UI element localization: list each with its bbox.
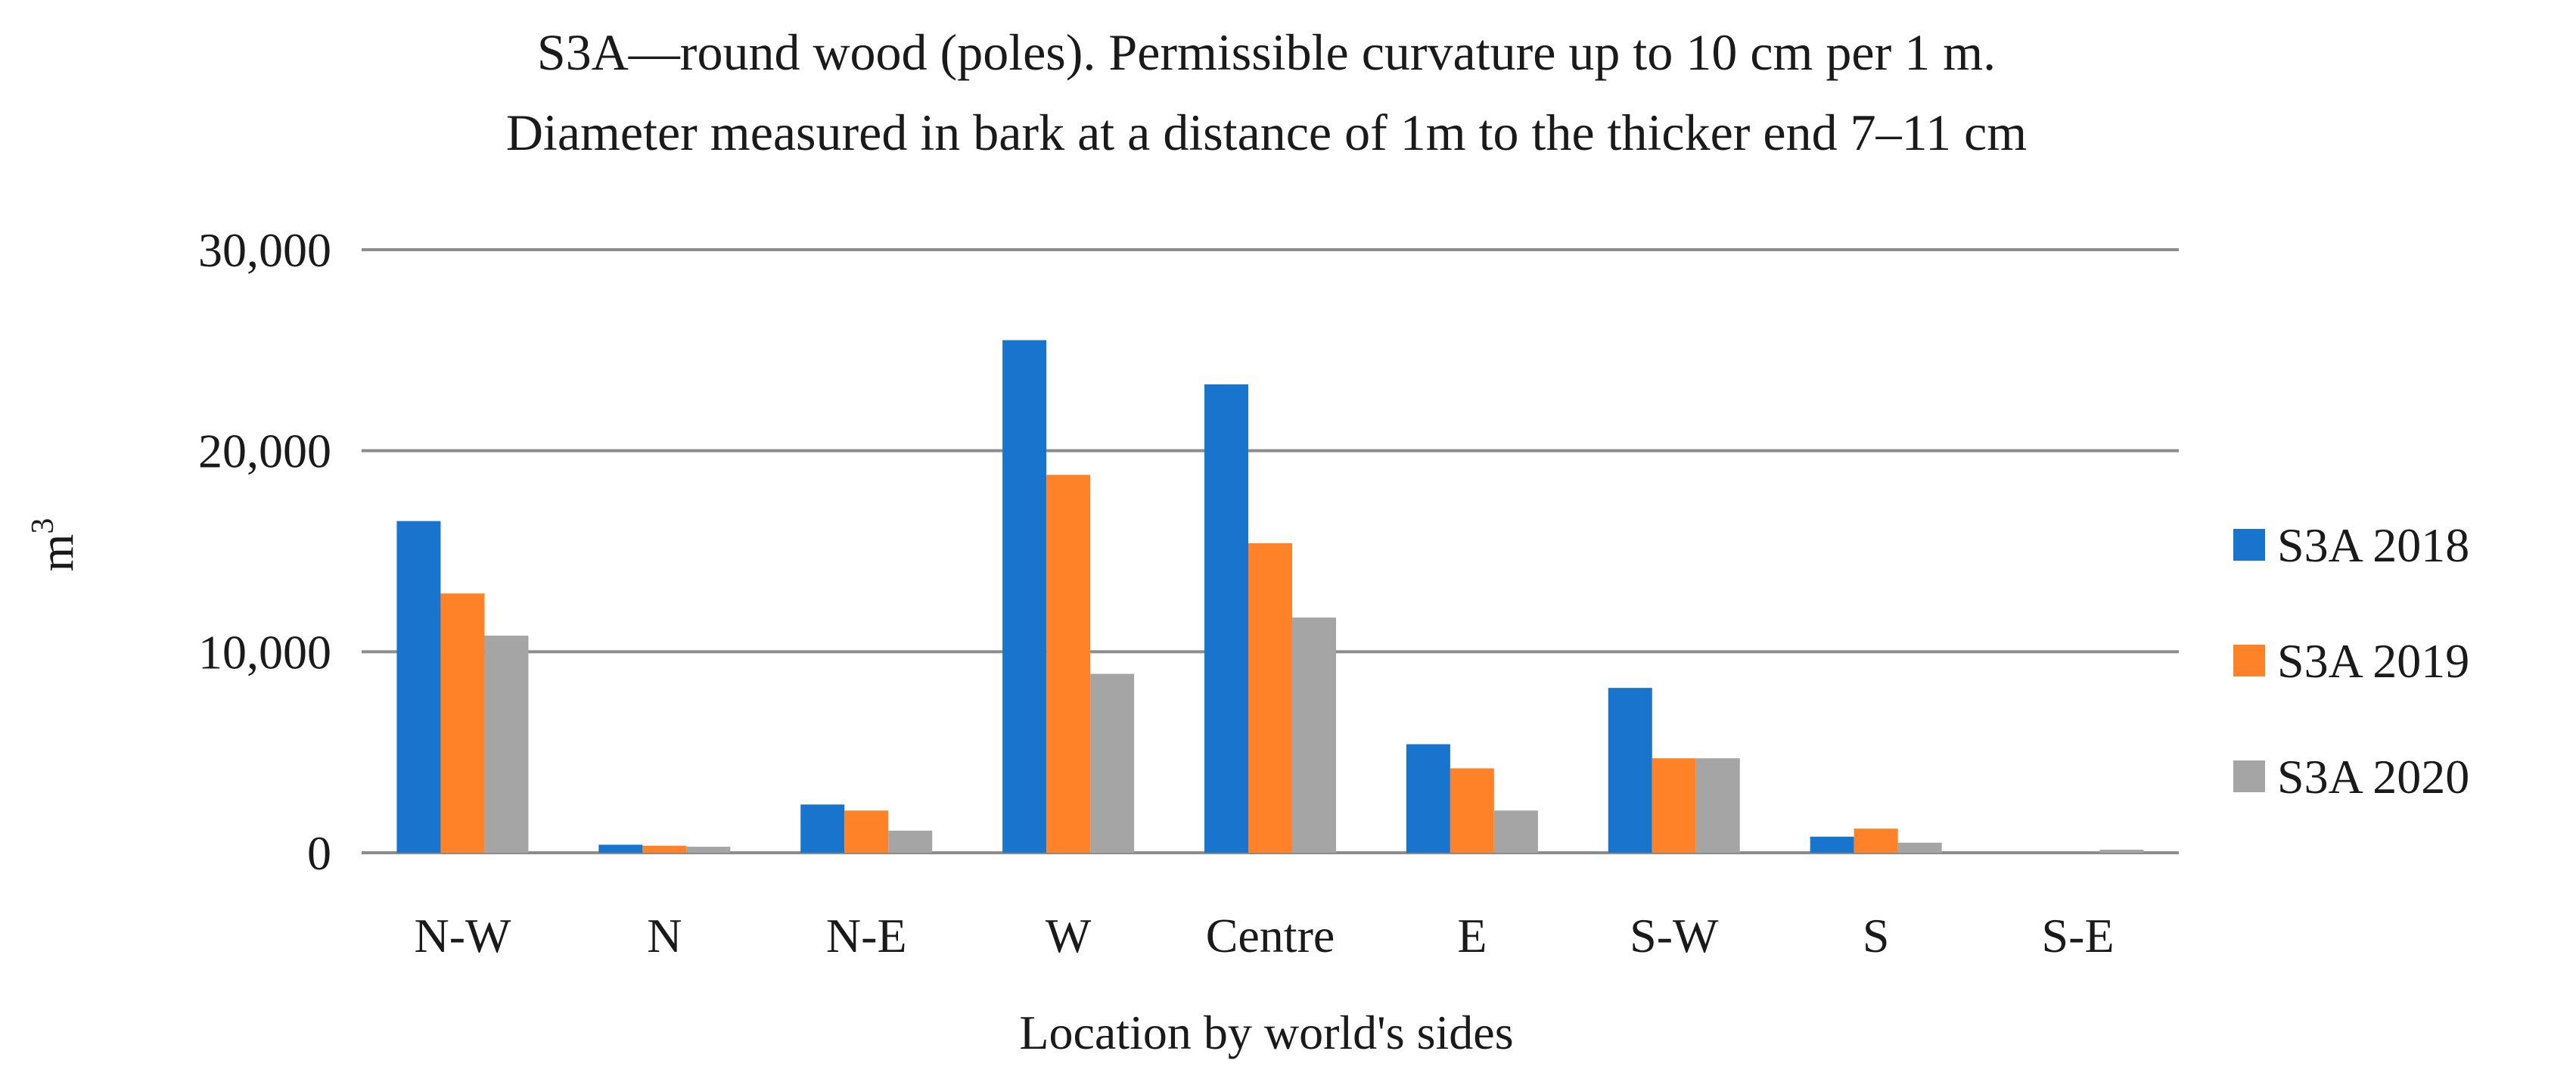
x-tick-label: W xyxy=(1046,909,1092,962)
bars xyxy=(396,340,2144,853)
bar xyxy=(2099,850,2144,853)
y-axis-ticks: 0 10,000 20,000 30,000 xyxy=(198,223,331,880)
chart-title: S3A—round wood (poles). Permissible curv… xyxy=(537,23,1996,81)
bar xyxy=(1652,758,1696,853)
bar xyxy=(1854,829,1898,853)
y-tick-label: 20,000 xyxy=(198,424,331,478)
legend-swatch xyxy=(2233,645,2265,676)
y-axis-title: m3 xyxy=(26,518,83,572)
y-axis-title-base: m xyxy=(30,534,83,572)
x-tick-label: N xyxy=(647,909,682,962)
bar xyxy=(1406,744,1450,853)
bar xyxy=(1450,768,1494,853)
bar xyxy=(1204,384,1248,853)
legend-label: S3A 2020 xyxy=(2277,750,2469,804)
bar xyxy=(686,847,731,853)
legend-label: S3A 2019 xyxy=(2277,634,2469,688)
bar xyxy=(642,845,687,853)
bar xyxy=(598,844,643,853)
y-tick-label: 0 xyxy=(307,826,331,880)
legend: S3A 2018 S3A 2019 S3A 2020 xyxy=(2233,518,2469,804)
legend-label: S3A 2018 xyxy=(2277,518,2469,572)
x-tick-label: S-W xyxy=(1630,909,1719,962)
x-tick-label: S-E xyxy=(2042,909,2115,962)
y-tick-label: 10,000 xyxy=(198,625,331,679)
x-tick-label: S xyxy=(1863,909,1890,962)
bar xyxy=(1608,688,1652,853)
bar xyxy=(1493,810,1538,853)
x-tick-label: N-E xyxy=(826,909,907,962)
x-axis-categories: N-W N N-E W Centre E S-W S S-E xyxy=(414,909,2114,962)
y-axis-title-superscript: 3 xyxy=(26,518,61,534)
bar xyxy=(1090,673,1135,853)
bar xyxy=(1695,758,1740,853)
x-tick-label: N-W xyxy=(414,909,511,962)
bar xyxy=(1810,836,1854,853)
y-tick-label: 30,000 xyxy=(198,223,331,277)
x-tick-label: Centre xyxy=(1206,909,1335,962)
bar xyxy=(888,830,933,853)
bar xyxy=(800,804,845,853)
legend-swatch xyxy=(2233,760,2265,792)
x-axis-title: Location by world's sides xyxy=(1019,1006,1513,1059)
bar xyxy=(1046,474,1091,853)
bar xyxy=(1897,842,1942,853)
bar xyxy=(396,521,441,853)
x-tick-label: E xyxy=(1457,909,1487,962)
bar xyxy=(844,810,889,853)
bar xyxy=(1002,340,1047,853)
legend-swatch xyxy=(2233,529,2265,561)
chart-subtitle: Diameter measured in bark at a distance … xyxy=(506,104,2027,161)
bar xyxy=(440,593,485,853)
bar xyxy=(1292,617,1336,853)
bar xyxy=(484,636,529,853)
bar xyxy=(1248,543,1292,853)
